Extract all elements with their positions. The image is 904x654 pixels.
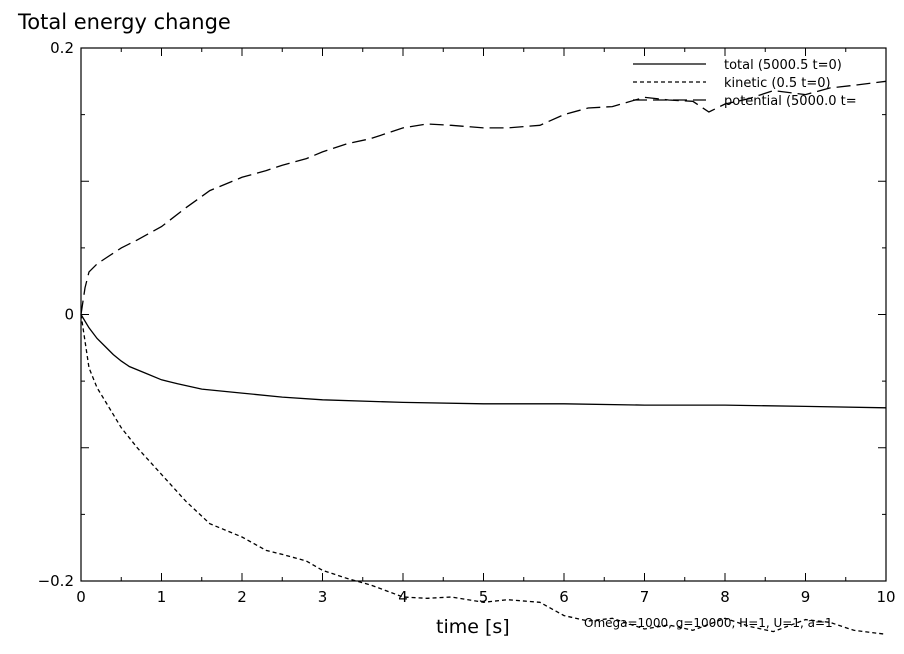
series-line-kinetic: [80, 314, 887, 635]
parameter-footnote: Omega=1000, g=10000, H=1, U=1, a=1: [584, 616, 833, 630]
legend-label-potential: potential (5000.0 t=: [724, 94, 857, 109]
series-lines: [80, 80, 887, 635]
y-tick-labels: −0.2 0 0.2: [38, 39, 74, 590]
x-tick-labels: 0 1 2 3 4 5 6 7 8 9 10: [76, 588, 895, 606]
x-tick-label: 2: [237, 588, 247, 606]
x-tick-label: 10: [876, 588, 895, 606]
x-tick-label: 7: [640, 588, 650, 606]
y-tick-label: −0.2: [38, 572, 74, 590]
x-tick-label: 4: [398, 588, 408, 606]
y-tick-label: 0: [64, 306, 74, 324]
x-tick-label: 1: [157, 588, 167, 606]
axis-ticks: [80, 47, 887, 582]
legend: total (5000.5 t=0) kinetic (0.5 t=0) pot…: [633, 58, 857, 109]
x-tick-label: 8: [720, 588, 730, 606]
x-tick-label: 6: [559, 588, 569, 606]
legend-label-total: total (5000.5 t=0): [724, 58, 842, 73]
y-tick-label: 0.2: [50, 39, 74, 57]
x-tick-label: 0: [76, 588, 86, 606]
chart-title: Total energy change: [17, 10, 231, 34]
x-tick-label: 5: [479, 588, 489, 606]
x-tick-label: 3: [318, 588, 328, 606]
x-axis-label: time [s]: [436, 616, 510, 638]
x-tick-label: 9: [801, 588, 811, 606]
series-line-total: [80, 314, 887, 409]
series-line-potential: [80, 80, 887, 315]
legend-label-kinetic: kinetic (0.5 t=0): [724, 76, 831, 91]
